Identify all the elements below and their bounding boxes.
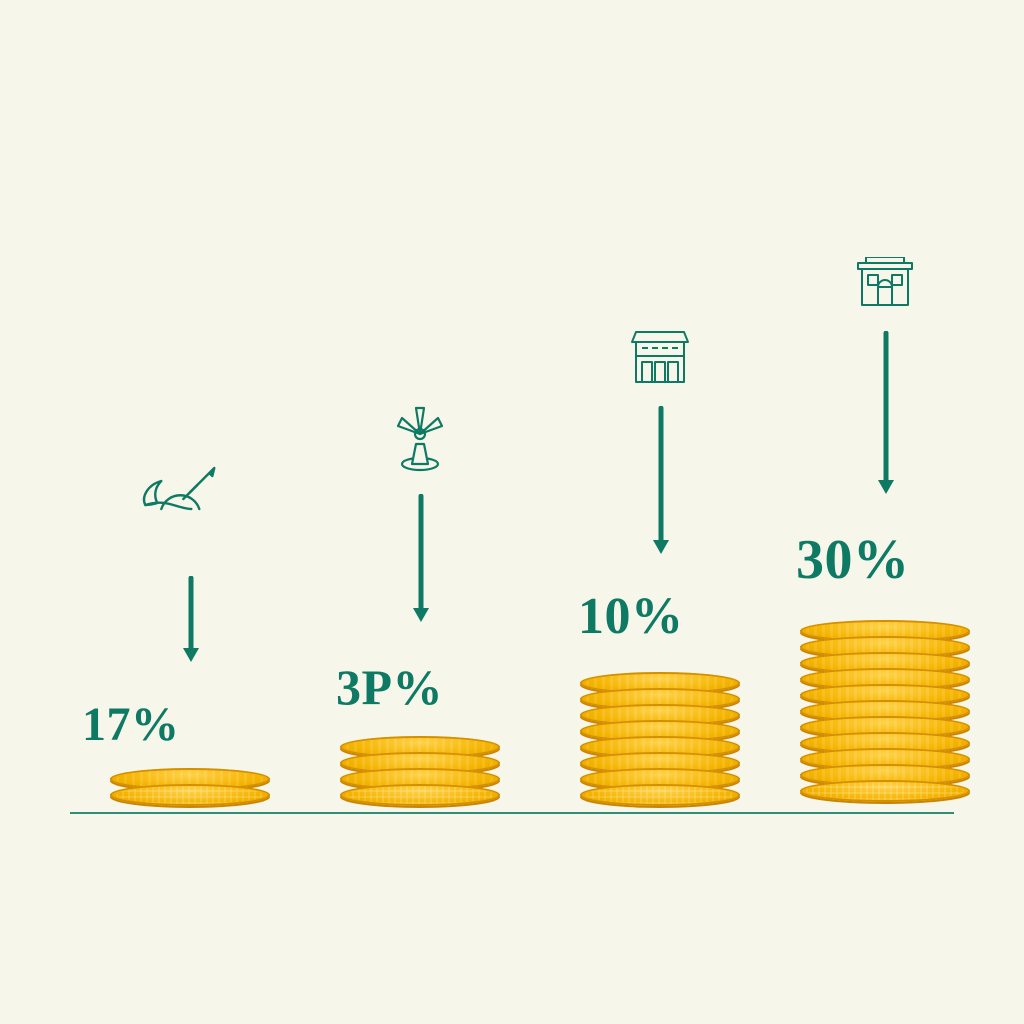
arrow-down-icon [885, 331, 887, 496]
coin-stack-3 [570, 678, 750, 814]
windmill-icon [388, 404, 452, 474]
chart-column-1: 17% [100, 774, 280, 814]
value-label-4: 30% [796, 528, 910, 592]
coin-stack-4 [790, 626, 980, 814]
value-label-3: 10% [578, 587, 684, 646]
coin-stack-1 [100, 774, 280, 814]
coin-stack-2 [330, 742, 510, 814]
wing-pencil-icon [139, 465, 217, 519]
arrow-down-icon [660, 406, 662, 556]
bank-building-icon [856, 257, 914, 309]
arrow-down-icon [190, 576, 192, 664]
chart-column-4: 30% [790, 626, 980, 814]
storefront-icon [628, 330, 692, 386]
value-label-2: 3P% [336, 658, 443, 716]
chart-column-2: 3P% [330, 742, 510, 814]
value-label-1: 17% [82, 697, 180, 752]
chart-column-3: 10% [570, 678, 750, 814]
arrow-down-icon [420, 494, 422, 624]
coin-stack-chart: 17% 3P% [70, 214, 954, 814]
